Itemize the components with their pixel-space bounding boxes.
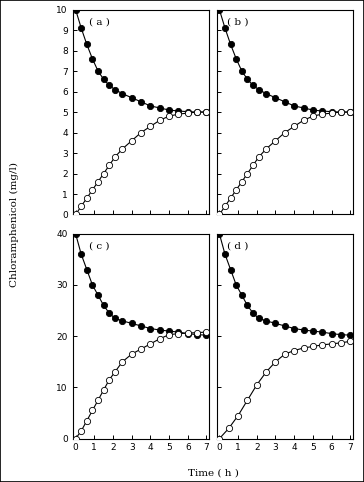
Text: Chloramphenicol (mg/l): Chloramphenicol (mg/l) bbox=[10, 161, 19, 287]
Text: ( b ): ( b ) bbox=[228, 18, 249, 27]
Text: ( c ): ( c ) bbox=[89, 242, 110, 251]
Text: ( d ): ( d ) bbox=[228, 242, 249, 251]
Text: ( a ): ( a ) bbox=[89, 18, 110, 27]
Text: Time ( h ): Time ( h ) bbox=[187, 468, 238, 477]
